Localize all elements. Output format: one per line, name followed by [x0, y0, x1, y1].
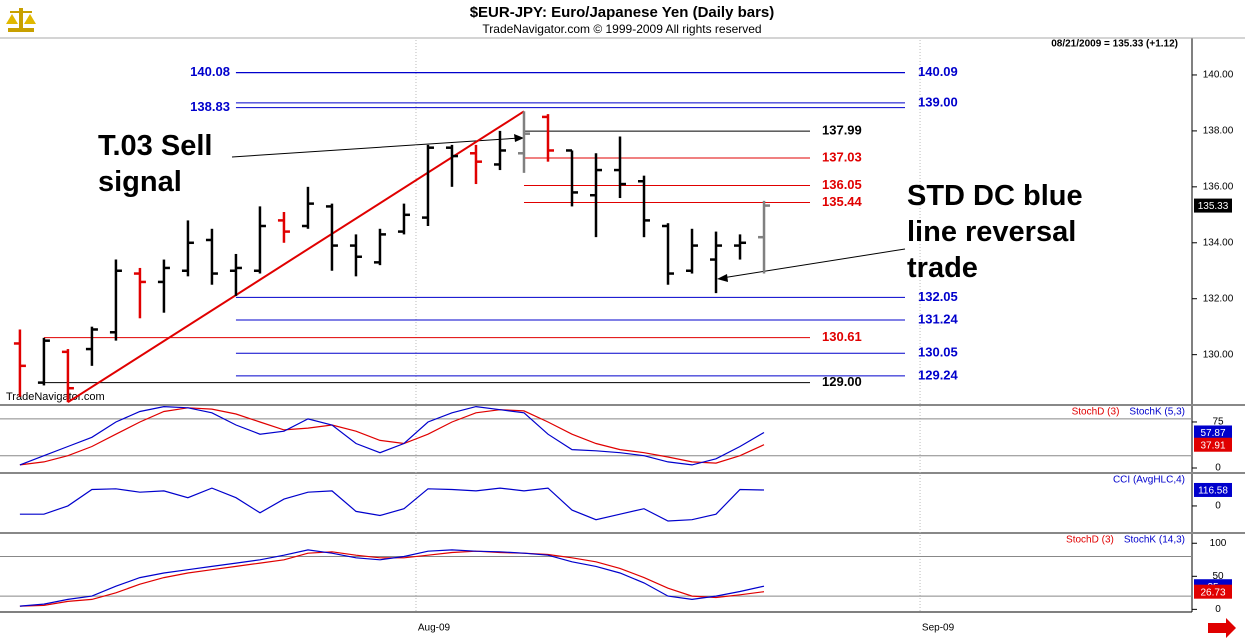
- annotation: STD DC blue line reversal trade: [907, 180, 1083, 284]
- level-label: 135.44: [822, 194, 863, 209]
- level-label: 136.05: [822, 177, 862, 192]
- level-label: 139.00: [918, 94, 958, 109]
- level-label: 140.09: [918, 64, 958, 79]
- value-box: [1194, 482, 1232, 497]
- indicator-line: [19, 405, 765, 466]
- value-label: 116.58: [1198, 486, 1228, 497]
- level-label: 129.24: [918, 367, 959, 382]
- value-box: [1194, 198, 1232, 213]
- level-label: 129.00: [822, 374, 862, 389]
- level-label: 137.03: [822, 149, 862, 164]
- indicator-line: [19, 487, 765, 522]
- x-tick-label: Sep-09: [922, 623, 955, 634]
- level-label: 131.24: [918, 311, 959, 326]
- level-label: 137.99: [822, 123, 862, 138]
- chart-subtitle: TradeNavigator.com © 1999-2009 All right…: [482, 22, 761, 36]
- value-label: 37.91: [1200, 440, 1225, 451]
- annotation: T.03 Sell signal: [98, 130, 213, 198]
- y-tick-label: 140.00: [1203, 70, 1234, 81]
- level-label: 130.61: [822, 329, 862, 344]
- value-box: [1194, 437, 1232, 452]
- level-label: 130.05: [918, 345, 958, 360]
- value-label: 26.73: [1200, 587, 1225, 598]
- y-tick-label: 0: [1215, 463, 1221, 474]
- y-tick-label: 50: [1212, 571, 1224, 582]
- x-tick-label: Aug-09: [418, 623, 451, 634]
- legend-entry: StochD (3): [1066, 535, 1114, 546]
- level-label: 138.83: [190, 99, 230, 114]
- y-tick-label: 100: [1210, 538, 1227, 549]
- y-tick-label: 0: [1215, 604, 1221, 615]
- legend-entry: StochK (5,3): [1129, 407, 1185, 418]
- chart-title: $EUR-JPY: Euro/Japanese Yen (Daily bars): [470, 4, 775, 21]
- y-tick-label: 130.00: [1203, 349, 1234, 360]
- annotation-arrows: [231, 134, 906, 282]
- legend-entry: CCI (AvgHLC,4): [1113, 475, 1185, 486]
- value-label: 57.87: [1200, 428, 1225, 439]
- trend-line: [67, 110, 525, 404]
- y-tick-label: 0: [1215, 501, 1221, 512]
- legend-entry: StochK (14,3): [1124, 535, 1185, 546]
- y-tick-label: 138.00: [1203, 126, 1234, 137]
- y-tick-label: 75: [1212, 417, 1224, 428]
- level-label: 140.08: [190, 64, 230, 79]
- info-text: 08/21/2009 = 135.33 (+1.12): [1051, 39, 1178, 50]
- scroll-arrow[interactable]: [1208, 618, 1236, 638]
- value-box: [1194, 425, 1232, 440]
- indicator-line: [19, 549, 765, 607]
- logo: [6, 8, 36, 32]
- level-label: 132.05: [918, 289, 958, 304]
- indicator-line: [19, 407, 765, 466]
- legend-entry: StochD (3): [1072, 407, 1120, 418]
- y-tick-label: 136.00: [1203, 181, 1234, 192]
- y-tick-label: 132.00: [1203, 293, 1234, 304]
- value-label: 135.33: [1198, 201, 1229, 212]
- y-tick-label: 134.00: [1203, 237, 1234, 248]
- value-box: [1194, 584, 1232, 599]
